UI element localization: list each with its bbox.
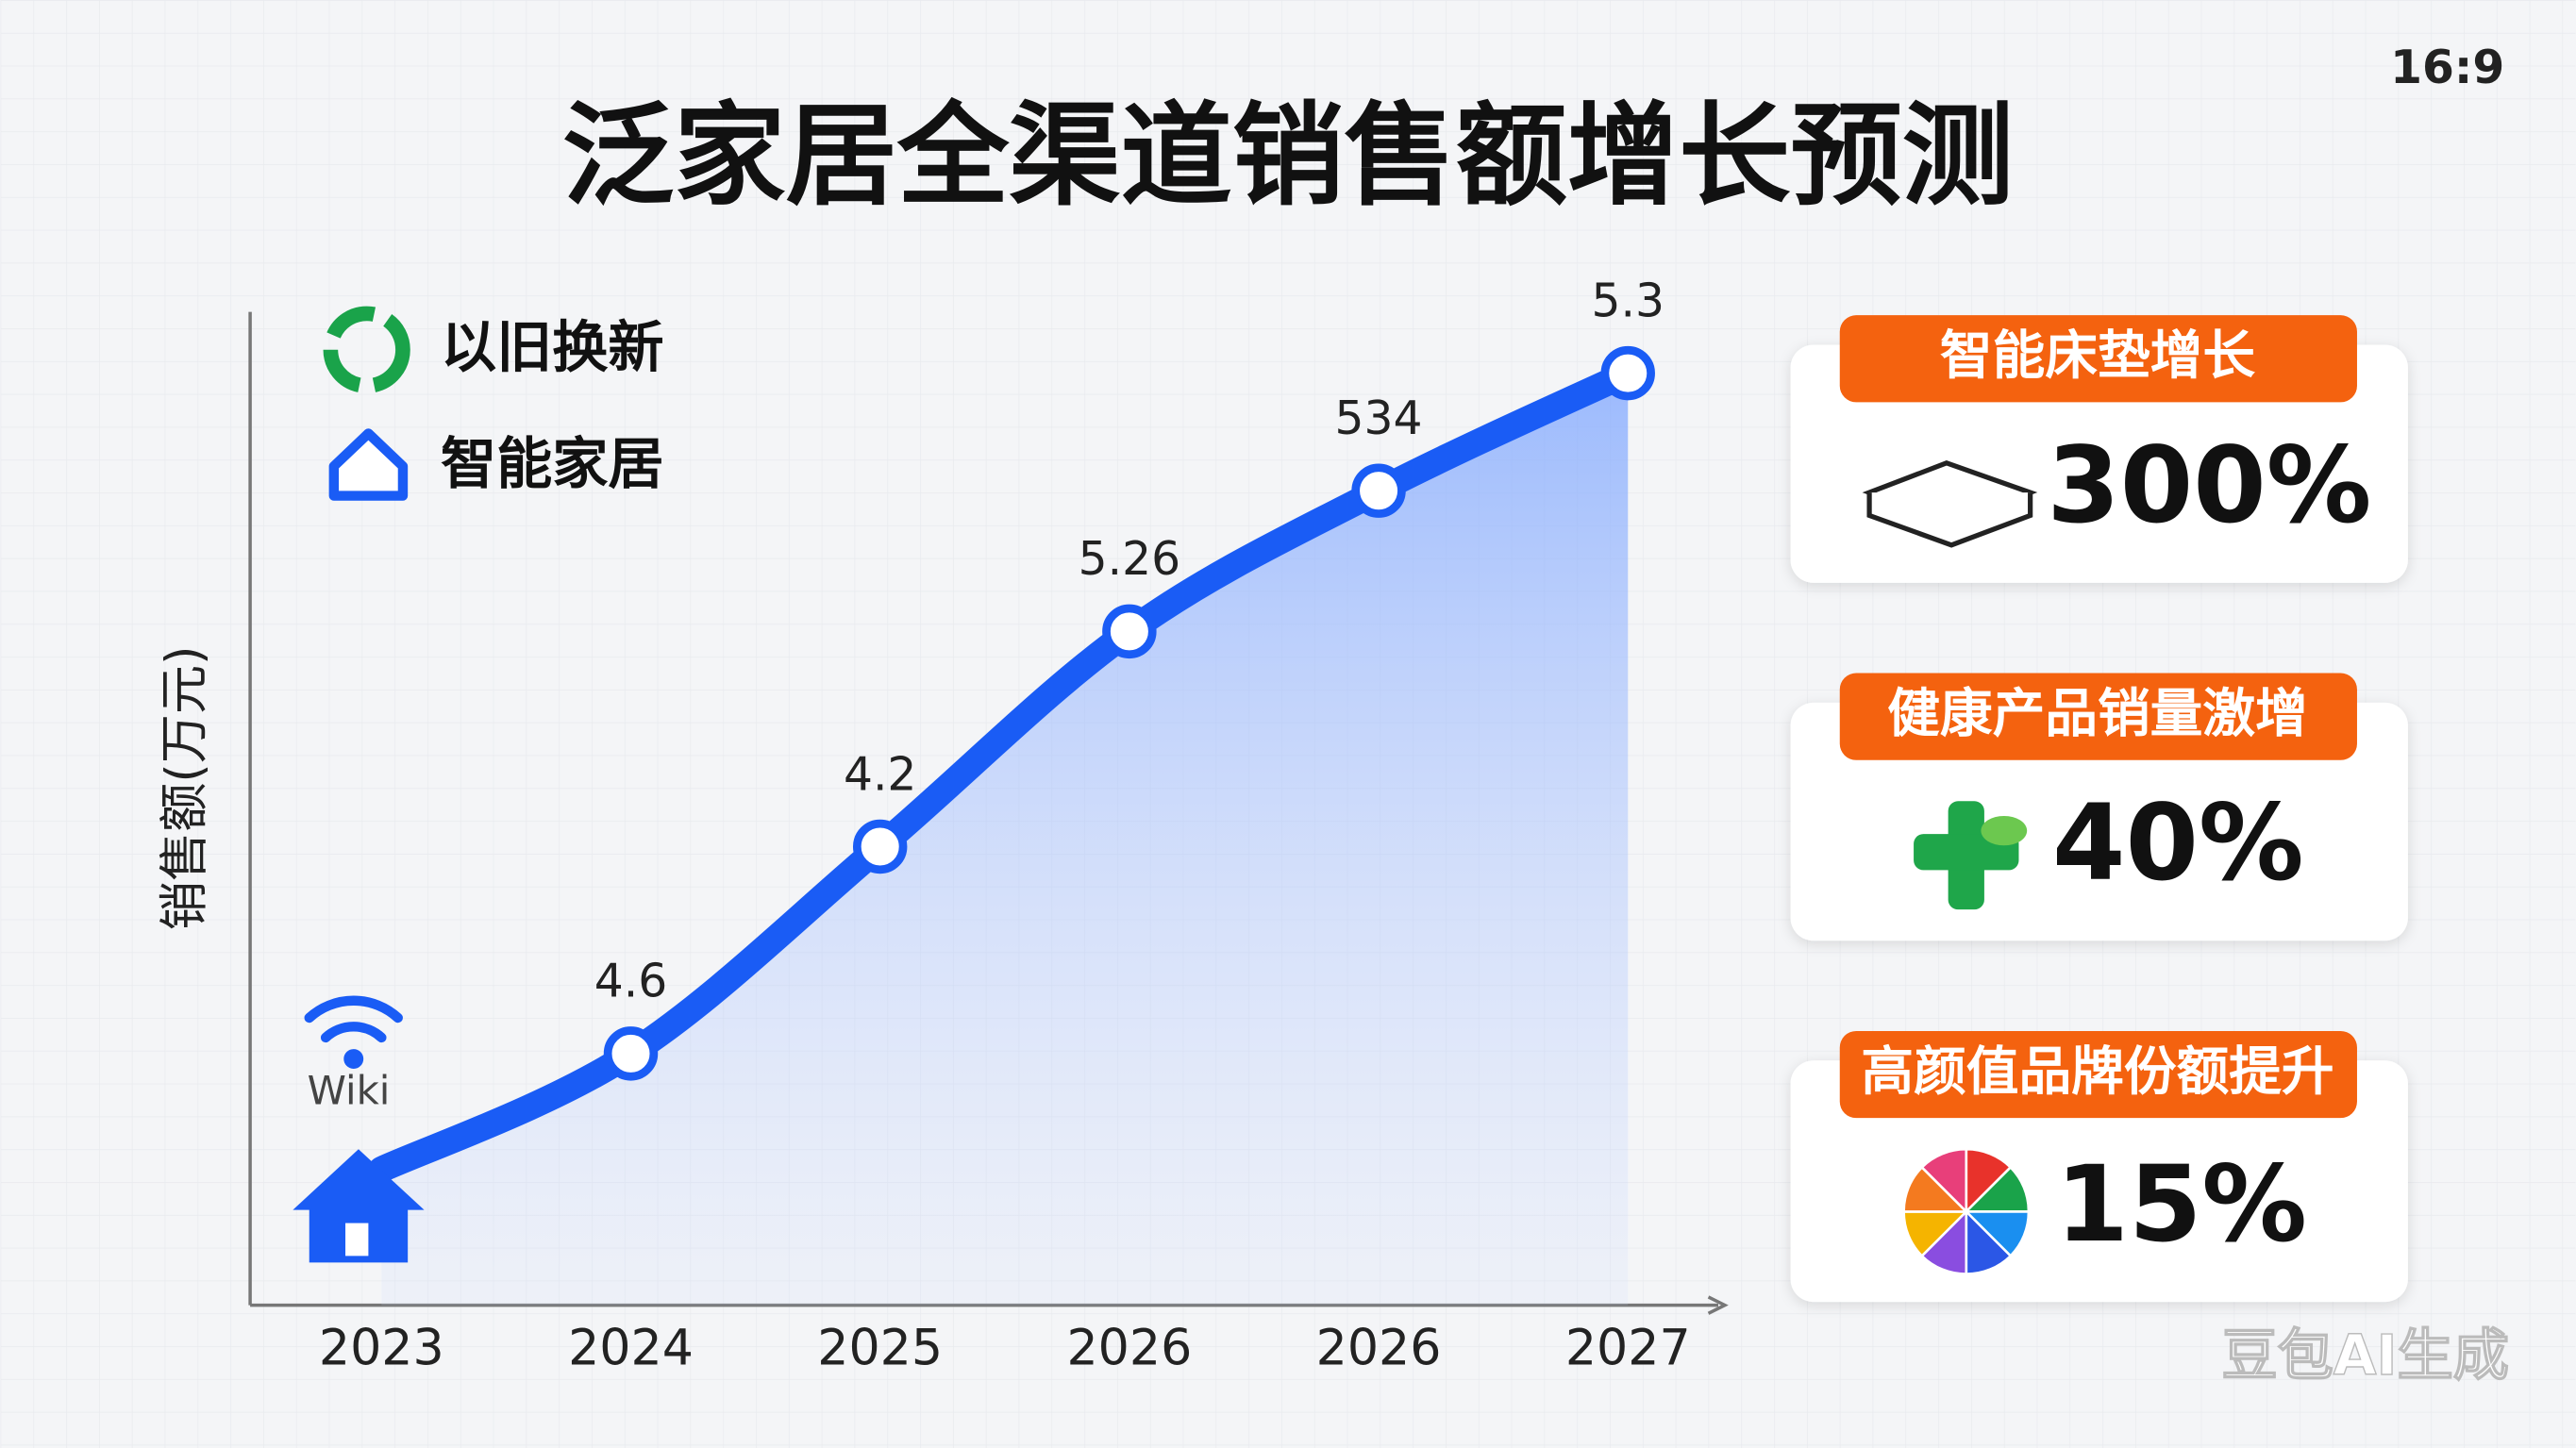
door	[345, 1223, 369, 1257]
legend: 以旧换新 智能家居	[323, 306, 664, 501]
aspect-badge: 16:9	[2390, 42, 2504, 94]
plant-icon	[1914, 801, 2028, 910]
point	[1600, 345, 1655, 401]
wifi-icon	[304, 995, 403, 1069]
card-value: 40%	[2052, 783, 2304, 905]
point-label: 534	[1335, 392, 1423, 445]
area	[381, 373, 1629, 1306]
legend-label: 以旧换新	[441, 315, 664, 380]
x-tick-label: 2023	[319, 1320, 444, 1376]
recycle-icon	[323, 306, 410, 393]
chart-title: 泛家居全渠道销售额增长预测	[562, 91, 2014, 221]
x-tick-label: 2026	[1316, 1320, 1442, 1376]
cards: 智能床垫增长 300% 健康产品销量激增 40% 高颜值品牌份额提升	[1790, 315, 2408, 1303]
point	[603, 1026, 659, 1081]
point-label: 5.3	[1592, 275, 1664, 328]
axis-arrow	[1707, 1295, 1729, 1315]
y-axis-label: 销售额(万元)	[157, 645, 213, 930]
point	[852, 819, 908, 874]
plot: 销售额(万元) 2023 2024 2025 2026 2026 2027 4.6 4.2 5.…	[157, 275, 1729, 1376]
smart-home-icon	[293, 1149, 425, 1263]
home-icon	[328, 428, 409, 501]
card-title: 健康产品销量激增	[1887, 684, 2308, 745]
house	[293, 1149, 425, 1263]
card: 健康产品销量激增 40%	[1790, 673, 2408, 941]
point-label: 5.26	[1079, 533, 1180, 586]
card: 高颜值品牌份额提升 15%	[1790, 1030, 2408, 1303]
x-tick-label: 2025	[817, 1320, 943, 1376]
watermark: 豆包AI生成	[2221, 1323, 2508, 1388]
point-label: 4.6	[594, 956, 667, 1008]
color-wheel-icon	[1902, 1147, 2031, 1275]
card: 智能床垫增长 300%	[1790, 315, 2408, 583]
x-tick-label: 2024	[568, 1320, 694, 1376]
x-tick-label: 2027	[1565, 1320, 1691, 1376]
bed-icon	[1862, 460, 2038, 548]
card-title: 高颜值品牌份额提升	[1861, 1041, 2333, 1103]
point-label: 4.2	[844, 748, 916, 801]
point	[1102, 604, 1157, 659]
line	[368, 359, 1642, 1183]
point	[1351, 463, 1406, 518]
card-value: 15%	[2055, 1144, 2307, 1266]
legend-label: 智能家居	[441, 431, 664, 496]
x-tick-label: 2026	[1066, 1320, 1192, 1376]
card-title: 智能床垫增长	[1940, 325, 2255, 387]
card-value: 300%	[2047, 425, 2371, 547]
icon-label: Wiki	[308, 1068, 391, 1114]
